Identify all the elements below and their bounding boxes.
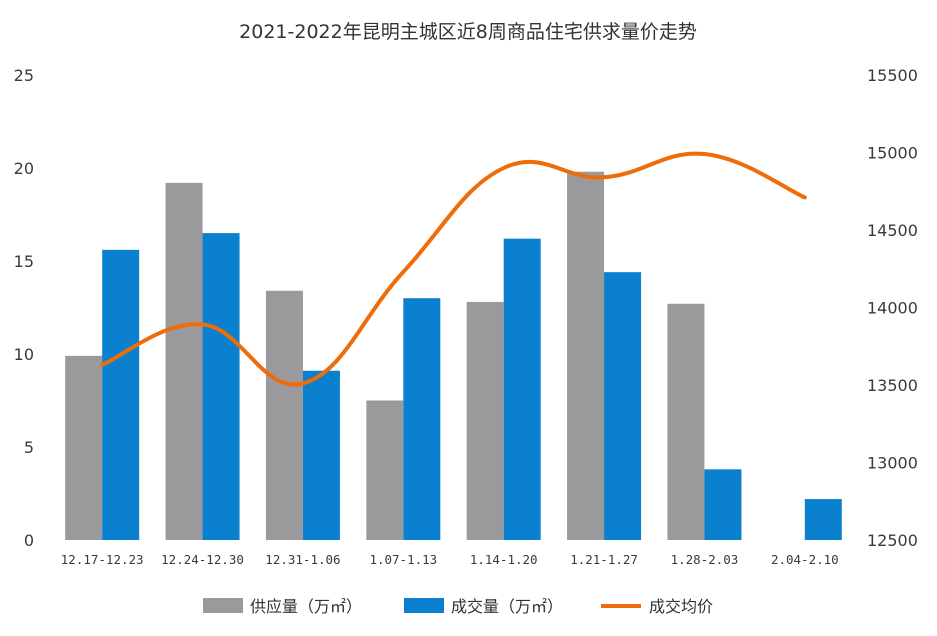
supply-bar <box>366 400 404 540</box>
supply-bar <box>265 290 303 540</box>
supply-bar <box>466 301 504 540</box>
x-tick-label: 1.21-1.27 <box>570 552 638 567</box>
left-axis-ticks: 0 5 10 15 20 25 <box>14 66 34 550</box>
legend-swatch-bar <box>404 598 444 613</box>
legend-label: 成交量（万㎡） <box>451 597 563 616</box>
x-tick-label: 2.04-2.10 <box>771 552 839 567</box>
legend-swatch-bar <box>203 598 243 613</box>
chart-title: 2021-2022年昆明主城区近8周商品住宅供求量价走势 <box>239 21 697 43</box>
transaction-bar <box>604 272 642 540</box>
y-tick-label: 20 <box>14 159 34 178</box>
y2-tick-label: 12500 <box>867 531 918 550</box>
supply-bar <box>65 355 103 540</box>
y-tick-label: 15 <box>14 252 34 271</box>
legend-label: 供应量（万㎡） <box>250 597 362 616</box>
transaction-bar <box>202 233 240 540</box>
legend-label: 成交均价 <box>649 597 713 616</box>
x-tick-label: 12.24-12.30 <box>161 552 244 567</box>
y-tick-label: 25 <box>14 66 34 85</box>
supply-bar <box>667 303 705 540</box>
x-tick-label: 1.07-1.13 <box>369 552 437 567</box>
legend: 供应量（万㎡） 成交量（万㎡） 成交均价 <box>203 597 713 616</box>
transaction-bar <box>804 499 842 540</box>
avg-price-line <box>100 151 807 387</box>
transaction-bar <box>302 370 340 540</box>
y-tick-label: 10 <box>14 345 34 364</box>
x-tick-label: 12.31-1.06 <box>265 552 340 567</box>
y2-tick-label: 15500 <box>867 66 918 85</box>
y2-tick-label: 13500 <box>867 376 918 395</box>
y2-tick-label: 13000 <box>867 454 918 473</box>
y2-tick-label: 14500 <box>867 221 918 240</box>
transaction-bar <box>503 238 541 540</box>
price-line <box>100 151 807 387</box>
supply-bar <box>567 171 605 540</box>
transaction-bar <box>704 469 742 540</box>
x-tick-label: 12.17-12.23 <box>61 552 144 567</box>
x-tick-label: 1.14-1.20 <box>470 552 538 567</box>
y-tick-label: 5 <box>24 438 34 457</box>
category-axis-ticks: 12.17-12.23 12.24-12.30 12.31-1.06 1.07-1.1… <box>61 552 839 567</box>
transaction-bar <box>102 249 140 540</box>
y2-tick-label: 15000 <box>867 144 918 163</box>
x-tick-label: 1.28-2.03 <box>671 552 739 567</box>
y2-tick-label: 14000 <box>867 299 918 318</box>
y-tick-label: 0 <box>24 531 34 550</box>
supply-bar <box>165 182 203 540</box>
right-axis-ticks: 12500 13000 13500 14000 14500 15000 15500 <box>867 66 918 550</box>
transaction-bar <box>403 298 441 540</box>
bars <box>65 171 842 540</box>
